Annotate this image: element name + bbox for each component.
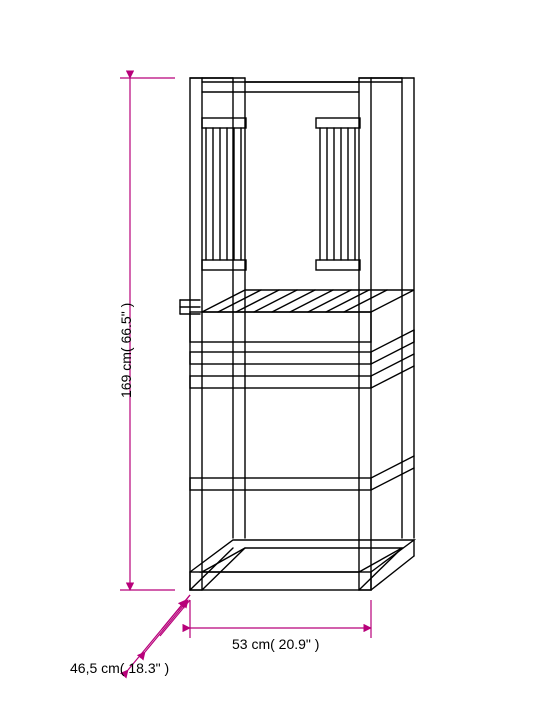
- height-label: 169 cm( 66.5" ): [118, 303, 134, 398]
- drawing-svg: [0, 0, 540, 720]
- furniture-outline: [180, 30, 414, 590]
- slats-left: [202, 118, 246, 270]
- depth-label: 46,5 cm( 18.3" ): [70, 660, 169, 676]
- worktop: [180, 290, 414, 342]
- width-label: 53 cm( 20.9" ): [232, 636, 319, 652]
- slats-right: [316, 118, 360, 270]
- diagram-canvas: 169 cm( 66.5" ) 46,5 cm( 18.3" ) 53 cm( …: [0, 0, 540, 720]
